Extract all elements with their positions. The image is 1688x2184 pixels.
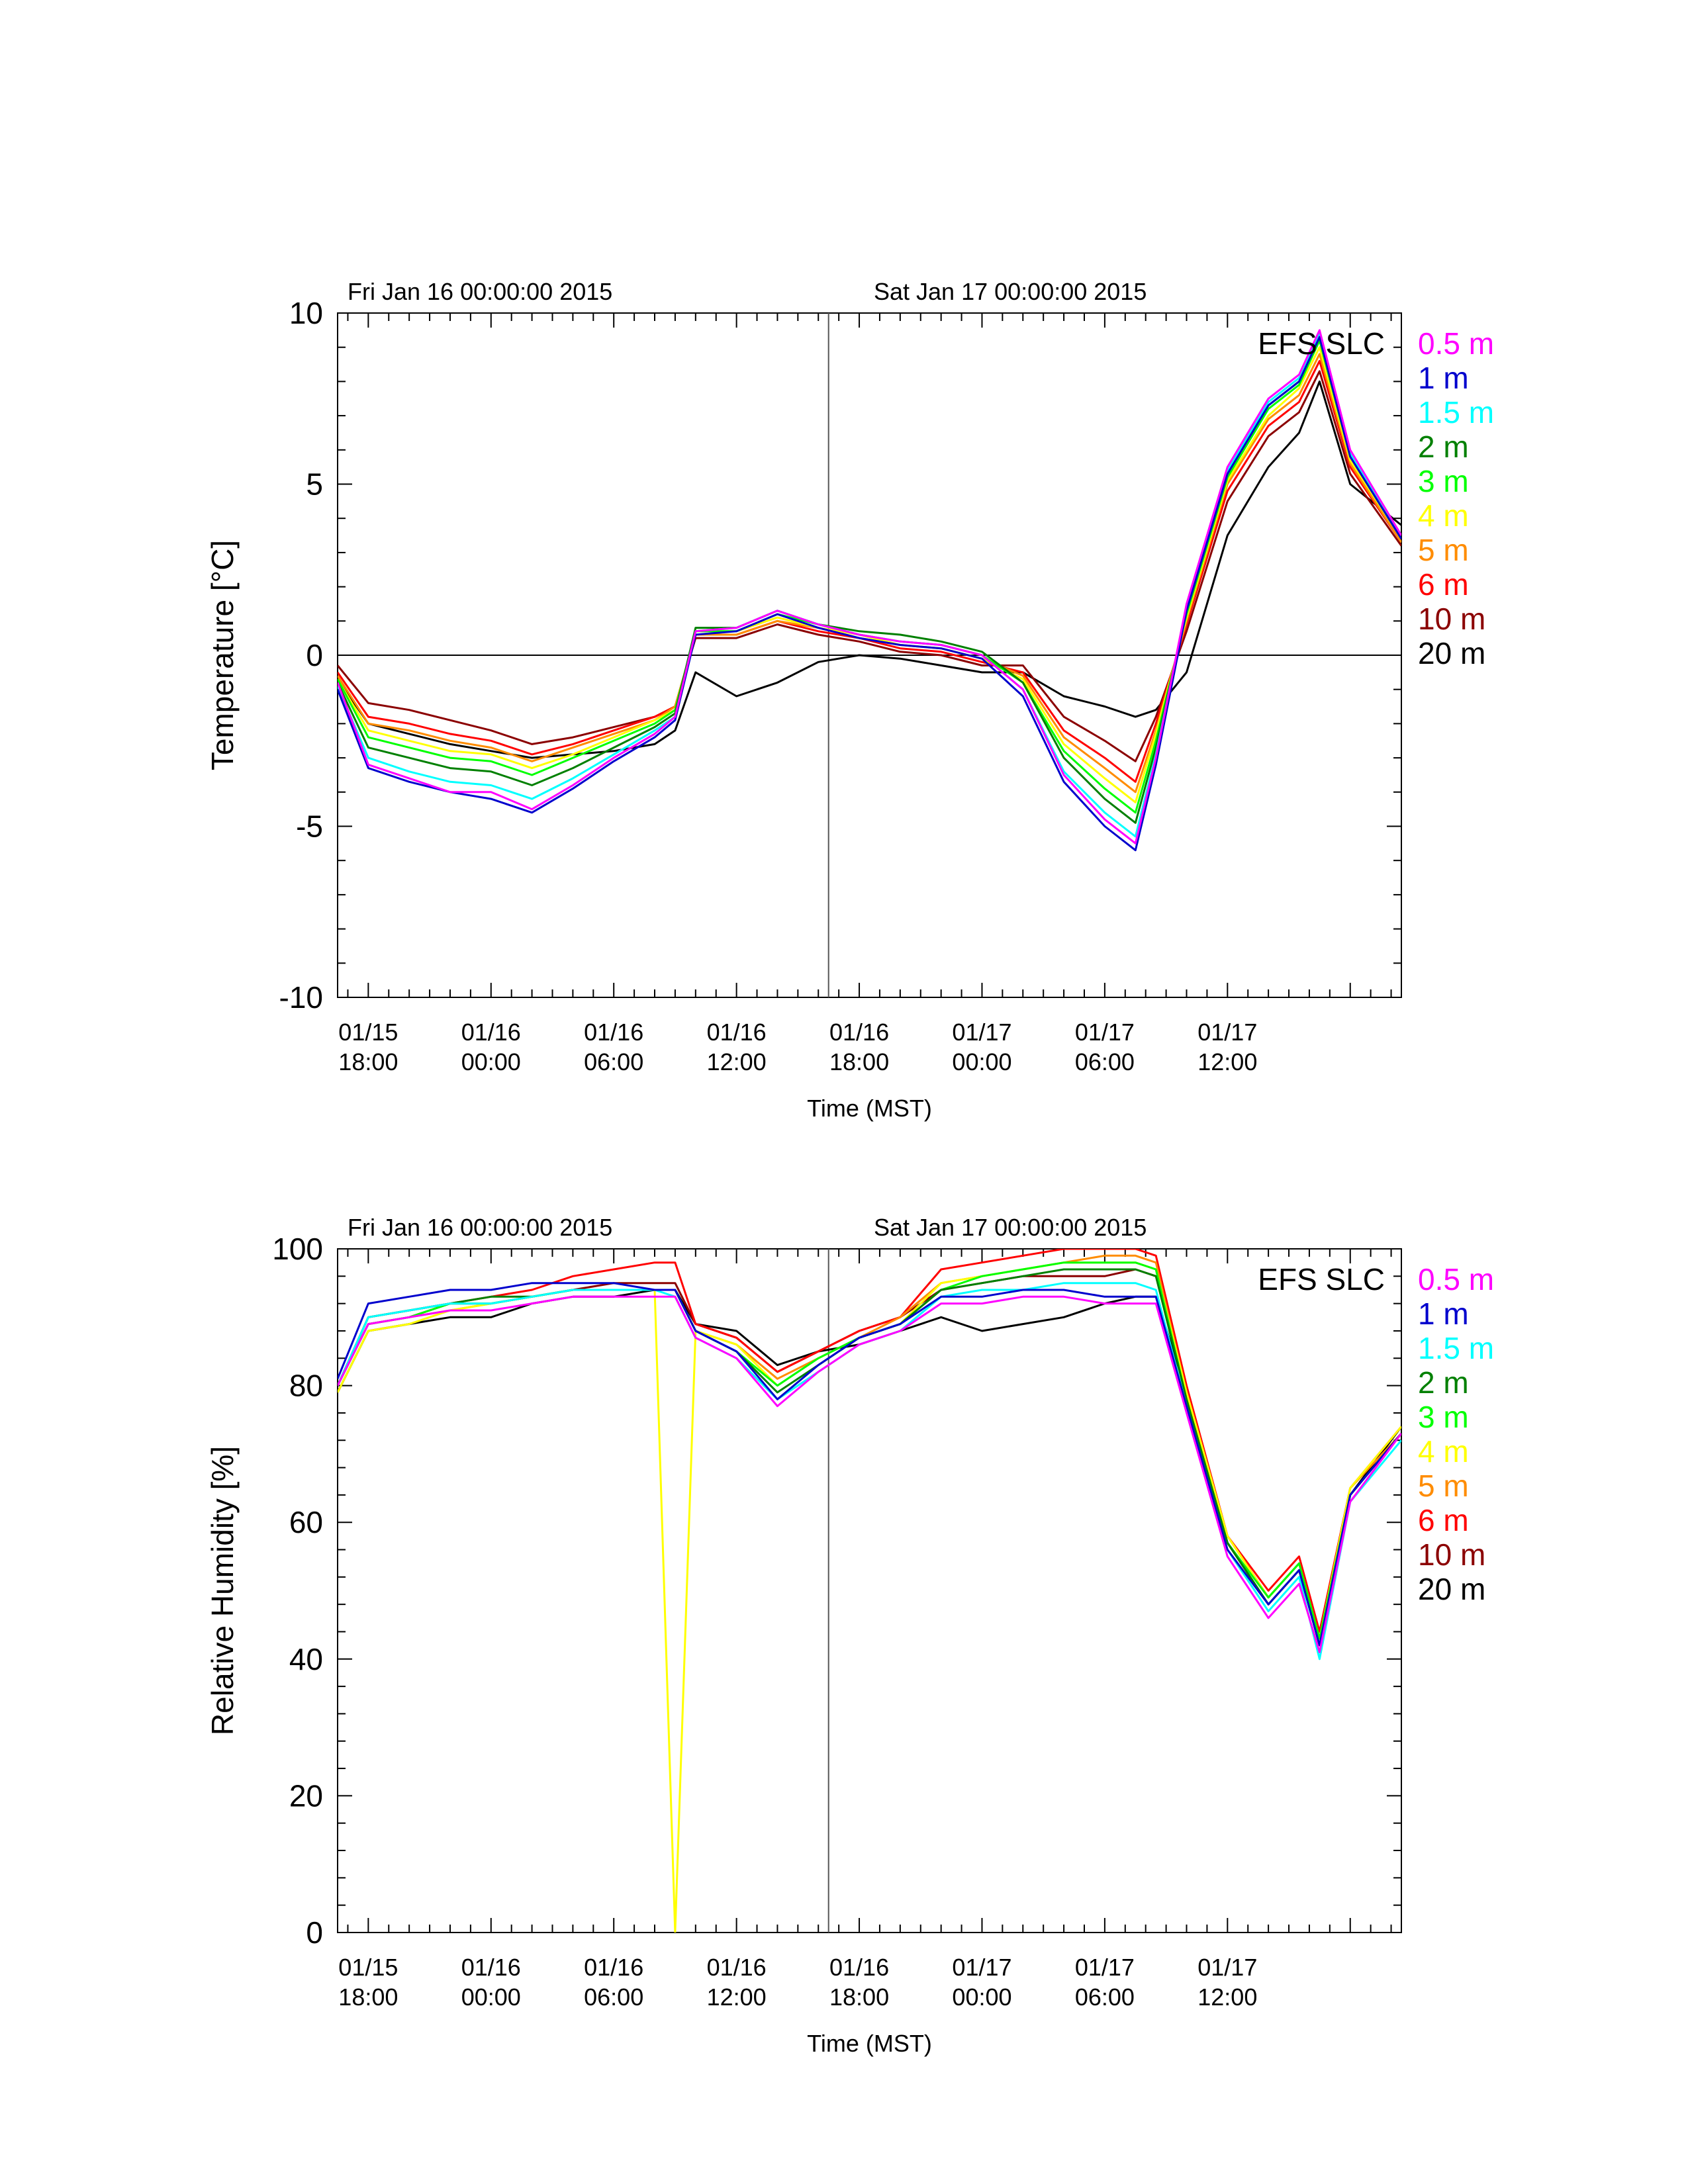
x-tick-label-time: 00:00: [952, 1983, 1011, 2011]
x-tick-label-time: 06:00: [1075, 1983, 1135, 2011]
y-tick-label: 0: [306, 1915, 323, 1950]
site-label: EFS SLC: [1258, 326, 1385, 361]
legend-entry: 10 m: [1418, 1537, 1485, 1572]
series-group: [338, 1249, 1401, 1933]
x-tick-label-time: 18:00: [338, 1048, 398, 1075]
x-tick-label-time: 18:00: [338, 1983, 398, 2011]
x-tick-label-date: 01/15: [338, 1019, 398, 1046]
series-line-6m: [338, 359, 1401, 783]
legend-entry: 1 m: [1418, 361, 1469, 395]
x-tick-label-date: 01/17: [952, 1954, 1011, 1981]
series-line-1m: [338, 336, 1401, 852]
top-date-label-left: Fri Jan 16 00:00:00 2015: [348, 278, 612, 305]
series-line-3m: [338, 339, 1401, 814]
legend-entry: 20 m: [1418, 1572, 1485, 1606]
y-tick-label: 60: [289, 1505, 323, 1539]
legend-entry: 6 m: [1418, 1503, 1469, 1537]
legend-entry: 20 m: [1418, 636, 1485, 670]
series-line-1-5m: [338, 1282, 1401, 1661]
x-tick-label-date: 01/16: [707, 1954, 767, 1981]
series-line-5m: [338, 1254, 1401, 1640]
y-tick-label: 80: [289, 1369, 323, 1403]
y-tick-label: -10: [279, 980, 323, 1015]
humidity-panel: 10080604020001/1518:0001/1600:0001/1606:…: [205, 1214, 1494, 2057]
series-line-4m: [338, 346, 1401, 803]
x-tick-label-date: 01/17: [1197, 1954, 1257, 1981]
top-date-label-right: Sat Jan 17 00:00:00 2015: [874, 278, 1147, 305]
series-line-3m: [338, 1261, 1401, 1640]
x-tick-label-date: 01/15: [338, 1954, 398, 1981]
y-tick-label: 10: [289, 296, 323, 330]
series-line-0-5m: [338, 1295, 1401, 1653]
y-tick-label: 0: [306, 638, 323, 672]
x-tick-label-time: 12:00: [707, 1048, 767, 1075]
y-tick-label: 5: [306, 467, 323, 502]
x-tick-label-time: 06:00: [1075, 1048, 1135, 1075]
series-line-4m: [338, 1261, 1401, 1933]
x-tick-label-date: 01/16: [707, 1019, 767, 1046]
legend-entry: 2 m: [1418, 430, 1469, 464]
legend-entry: 4 m: [1418, 1434, 1469, 1469]
legend-entry: 1.5 m: [1418, 395, 1494, 430]
x-tick-label-date: 01/16: [584, 1954, 643, 1981]
top-date-label-left: Fri Jan 16 00:00:00 2015: [348, 1214, 612, 1241]
x-tick-label-time: 06:00: [584, 1048, 643, 1075]
legend-entry: 1.5 m: [1418, 1331, 1494, 1365]
x-tick-label-time: 12:00: [1197, 1048, 1257, 1075]
top-date-label-right: Sat Jan 17 00:00:00 2015: [874, 1214, 1147, 1241]
legend-entry: 5 m: [1418, 1469, 1469, 1503]
legend-entry: 5 m: [1418, 533, 1469, 567]
x-tick-label-time: 18:00: [829, 1983, 889, 2011]
series-line-2m: [338, 1268, 1401, 1647]
x-tick-label-time: 00:00: [461, 1048, 521, 1075]
series-line-10m: [338, 1268, 1401, 1640]
x-tick-label-time: 06:00: [584, 1983, 643, 2011]
x-tick-label-time: 00:00: [461, 1983, 521, 2011]
x-tick-label-date: 01/16: [829, 1019, 889, 1046]
series-line-1-5m: [338, 332, 1401, 838]
x-tick-label-time: 18:00: [829, 1048, 889, 1075]
x-tick-label-date: 01/16: [461, 1019, 521, 1046]
series-line-5m: [338, 353, 1401, 794]
x-tick-label-date: 01/17: [1197, 1019, 1257, 1046]
series-line-6m: [338, 1249, 1401, 1633]
legend-entry: 0.5 m: [1418, 1262, 1494, 1297]
y-tick-label: 40: [289, 1642, 323, 1676]
legend-entry: 4 m: [1418, 498, 1469, 533]
site-label: EFS SLC: [1258, 1262, 1385, 1297]
y-tick-label: 20: [289, 1778, 323, 1813]
x-tick-label-date: 01/16: [829, 1954, 889, 1981]
legend-entry: 3 m: [1418, 1400, 1469, 1434]
y-tick-label: -5: [296, 809, 323, 844]
legend-entry: 6 m: [1418, 567, 1469, 602]
x-tick-label-time: 00:00: [952, 1048, 1011, 1075]
x-tick-label-date: 01/17: [952, 1019, 1011, 1046]
y-axis-title: Temperature [°C]: [205, 540, 240, 770]
series-line-0-5m: [338, 329, 1401, 844]
x-tick-label-time: 12:00: [707, 1983, 767, 2011]
legend-entry: 2 m: [1418, 1365, 1469, 1400]
series-line-1m: [338, 1282, 1401, 1647]
series-group: [338, 329, 1401, 852]
legend-entry: 1 m: [1418, 1297, 1469, 1331]
series-line-10m: [338, 370, 1401, 762]
x-tick-label-time: 12:00: [1197, 1983, 1257, 2011]
plot-frame: [337, 1248, 1402, 1933]
legend-entry: 0.5 m: [1418, 326, 1494, 361]
legend-entry: 3 m: [1418, 464, 1469, 498]
series-line-20m: [338, 380, 1401, 759]
x-tick-label-date: 01/16: [461, 1954, 521, 1981]
y-tick-label: 100: [272, 1232, 323, 1266]
temperature-panel: 1050-5-1001/1518:0001/1600:0001/1606:000…: [205, 278, 1494, 1122]
x-tick-label-date: 01/16: [584, 1019, 643, 1046]
legend-entry: 10 m: [1418, 602, 1485, 636]
x-axis-title: Time (MST): [807, 1095, 932, 1122]
x-axis-title: Time (MST): [807, 2030, 932, 2057]
x-tick-label-date: 01/17: [1075, 1019, 1135, 1046]
y-axis-title: Relative Humidity [%]: [205, 1446, 240, 1735]
x-tick-label-date: 01/17: [1075, 1954, 1135, 1981]
